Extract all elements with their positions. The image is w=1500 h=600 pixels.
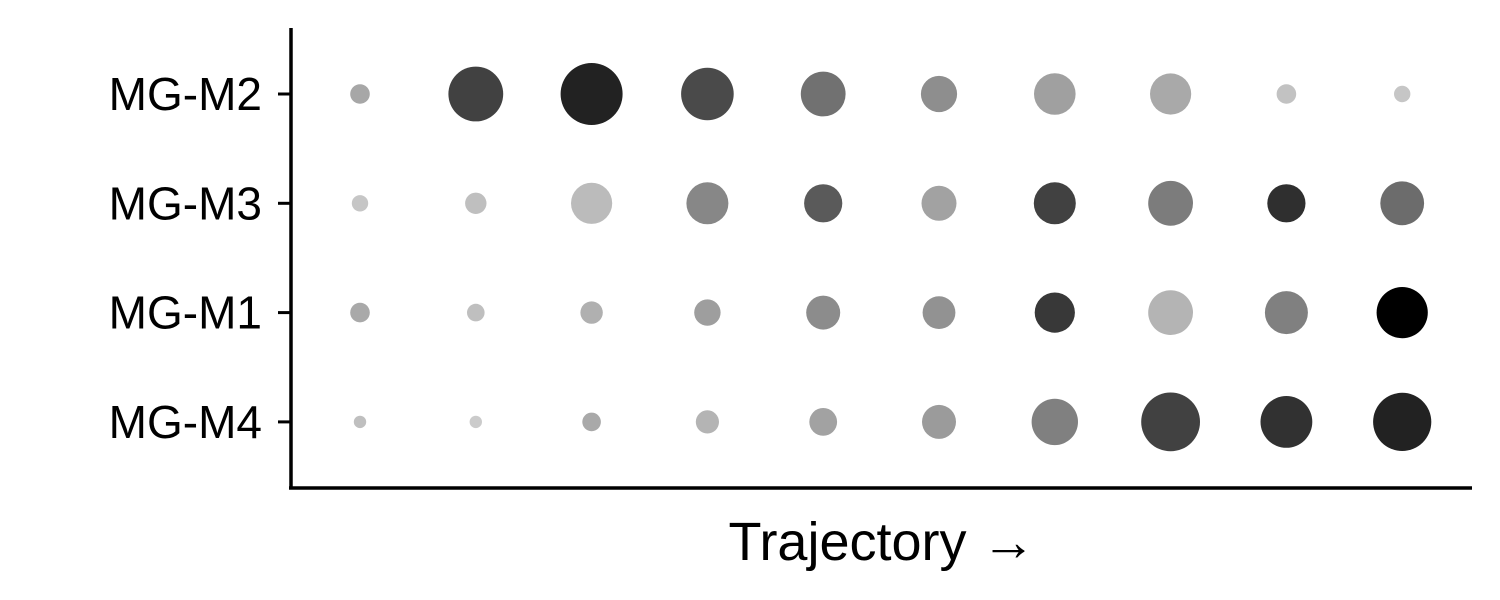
y-tick-labels: MG-M2 MG-M3 MG-M1 MG-M4: [109, 68, 262, 448]
dot-mg-m3-3: [571, 182, 613, 224]
x-axis-title: Trajectory →: [728, 512, 1035, 572]
dot-mg-m1-2: [467, 303, 485, 322]
dot-mg-m4-8: [1141, 392, 1200, 452]
dot-mg-m2-5: [800, 71, 846, 117]
y-tick-label: MG-M2: [109, 68, 262, 120]
dot-mg-m3-5: [804, 184, 843, 223]
dot-mg-m4-7: [1031, 398, 1079, 446]
dot-mg-m2-2: [448, 66, 504, 122]
dot-mg-m1-7: [1034, 292, 1075, 333]
y-tick-label: MG-M4: [109, 396, 262, 448]
dot-mg-m1-9: [1264, 291, 1308, 335]
dot-mg-m2-7: [1034, 73, 1076, 115]
dot-mg-m1-8: [1148, 290, 1193, 335]
dot-mg-m2-8: [1150, 73, 1192, 115]
dot-mg-m3-7: [1033, 182, 1076, 225]
dot-mg-m4-6: [922, 404, 956, 439]
dot-mg-m2-10: [1394, 85, 1411, 103]
dot-mg-m2-4: [681, 67, 734, 121]
dot-mg-m4-5: [809, 408, 838, 436]
dot-mg-m4-9: [1260, 396, 1313, 448]
plot-marks: [350, 63, 1432, 452]
dot-mg-m2-3: [560, 63, 623, 125]
dot-mg-m3-10: [1380, 181, 1425, 226]
dot-mg-m3-1: [351, 195, 369, 212]
dot-mg-m2-9: [1276, 84, 1297, 104]
dot-mg-m1-3: [580, 301, 603, 324]
dot-mg-m3-6: [921, 185, 957, 221]
y-tick-label: MG-M1: [109, 287, 262, 339]
dot-mg-m1-6: [922, 296, 956, 329]
dot-mg-m3-9: [1267, 184, 1306, 223]
y-tick-label: MG-M3: [109, 177, 262, 229]
dot-mg-m2-6: [920, 75, 958, 113]
dot-mg-m1-1: [350, 302, 370, 323]
dot-mg-m4-10: [1373, 392, 1432, 451]
dot-mg-m3-4: [686, 182, 729, 225]
dot-mg-m4-1: [353, 415, 367, 429]
dot-mg-m2-1: [350, 84, 370, 104]
dot-mg-m3-8: [1148, 180, 1193, 226]
dot-mg-m1-5: [806, 295, 841, 330]
dot-mg-m4-2: [469, 415, 482, 429]
y-tick-marks: [278, 92, 291, 424]
dot-mg-m4-4: [695, 410, 720, 434]
dot-mg-m3-2: [465, 192, 487, 214]
dot-mg-m1-4: [694, 299, 721, 326]
dot-mg-m4-3: [582, 412, 601, 432]
dot-mg-m1-10: [1376, 287, 1428, 339]
